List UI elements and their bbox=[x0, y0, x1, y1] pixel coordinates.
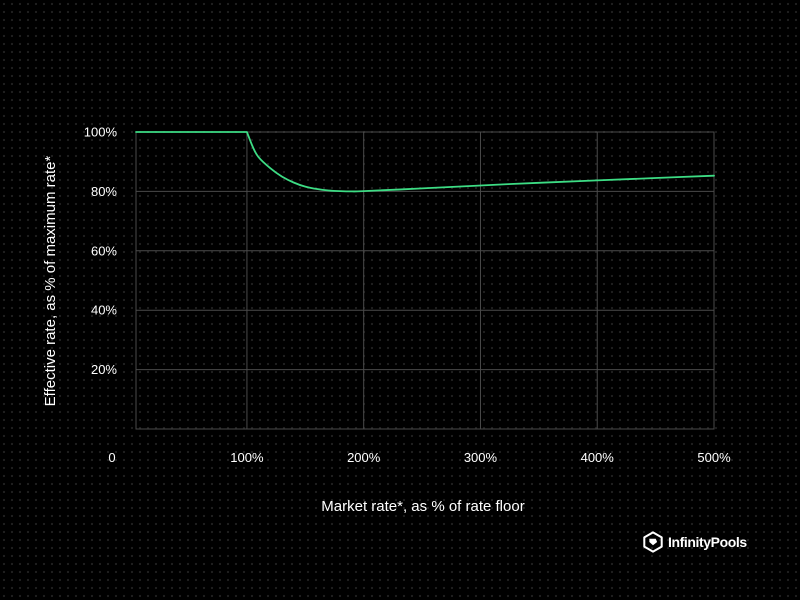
brand-name: InfinityPools bbox=[668, 534, 747, 550]
x-axis-title: Market rate*, as % of rate floor bbox=[321, 498, 524, 515]
chart-grid bbox=[135, 131, 715, 430]
x-tick-label: 300% bbox=[464, 450, 498, 465]
x-tick-label: 400% bbox=[581, 450, 615, 465]
x-tick-label: 100% bbox=[230, 450, 264, 465]
x-tick-label: 500% bbox=[697, 450, 731, 465]
y-tick-label: 100% bbox=[84, 125, 118, 140]
infinitypools-logo-icon bbox=[643, 531, 663, 553]
origin-label: 0 bbox=[108, 450, 115, 465]
chart-labels: 100% 200% 300% 400% 500% 20% 40% 60% 80% 100% bbox=[84, 125, 731, 466]
x-tick-label: 200% bbox=[347, 450, 381, 465]
brand-logo: InfinityPools bbox=[642, 529, 747, 555]
y-tick-label: 40% bbox=[91, 303, 117, 318]
y-tick-label: 20% bbox=[91, 362, 117, 377]
plot-frame bbox=[135, 131, 715, 430]
series-line bbox=[135, 131, 715, 193]
chart-series bbox=[135, 131, 715, 193]
y-axis-title: Effective rate, as % of maximum rate* bbox=[42, 156, 59, 407]
y-tick-label: 60% bbox=[91, 243, 117, 258]
y-tick-label: 80% bbox=[91, 184, 117, 199]
